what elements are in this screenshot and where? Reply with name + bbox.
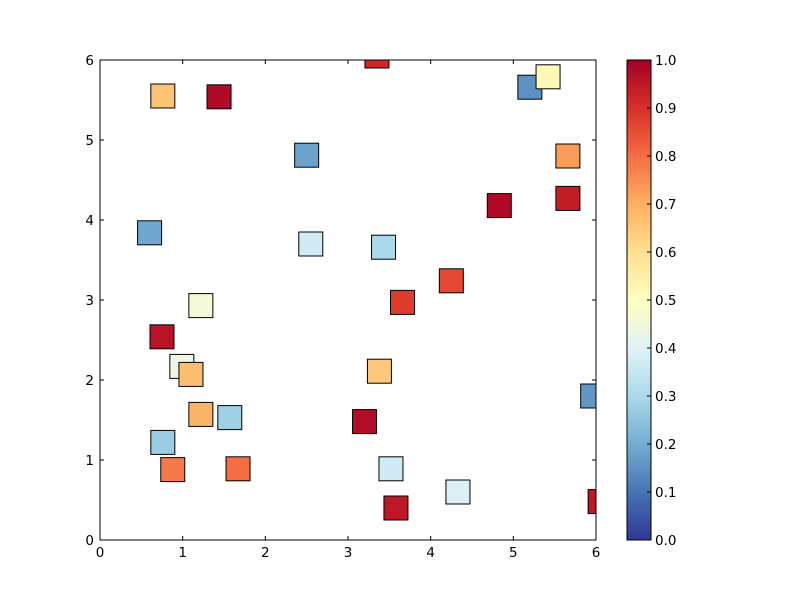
data-point-23 <box>150 429 176 455</box>
data-point-1 <box>150 83 176 109</box>
colorbar-tick-label: 0.5 <box>655 293 676 309</box>
data-point-20 <box>188 401 214 427</box>
data-point-24 <box>160 457 186 483</box>
colorbar-tick-label: 0.8 <box>655 149 676 165</box>
colorbar-tick-label: 0.0 <box>655 533 676 549</box>
colorbar-tick-label: 1.0 <box>655 53 676 69</box>
y-tick-label: 4 <box>85 213 94 229</box>
data-point-22 <box>352 409 378 435</box>
y-axis: 0 1 2 3 4 5 6 <box>85 53 596 549</box>
data-point-5 <box>294 142 320 168</box>
colorbar-tick-label: 0.7 <box>655 197 676 213</box>
y-tick-label: 3 <box>85 293 94 309</box>
x-tick-label: 3 <box>344 545 353 561</box>
data-point-14 <box>390 289 416 315</box>
data-point-8 <box>555 185 581 211</box>
y-tick-label: 5 <box>85 133 94 149</box>
y-tick-label: 1 <box>85 453 94 469</box>
marker-layer <box>137 60 596 521</box>
x-tick-label: 1 <box>178 545 187 561</box>
data-point-26 <box>378 456 404 482</box>
x-axis: 0 1 2 3 4 5 6 <box>96 60 601 561</box>
data-point-27 <box>445 479 471 505</box>
data-point-15 <box>149 324 175 350</box>
data-point-19 <box>580 383 596 409</box>
data-point-28 <box>383 495 409 521</box>
colorbar-tick-label: 0.3 <box>655 389 676 405</box>
colorbar-tick-label: 0.1 <box>655 485 676 501</box>
data-point-21 <box>217 405 243 431</box>
data-point-29 <box>587 489 596 515</box>
x-tick-label: 0 <box>96 545 105 561</box>
data-point-0 <box>364 60 390 69</box>
data-point-10 <box>298 231 324 257</box>
data-point-17 <box>178 361 204 387</box>
x-tick-label: 4 <box>426 545 435 561</box>
colorbar-tick-label: 0.6 <box>655 245 676 261</box>
colorbar-tick-label: 0.9 <box>655 101 676 117</box>
data-point-18 <box>366 358 392 384</box>
y-tick-label: 2 <box>85 373 94 389</box>
data-point-12 <box>438 268 464 294</box>
data-point-4 <box>535 64 561 90</box>
x-tick-label: 5 <box>509 545 518 561</box>
x-tick-label: 6 <box>592 545 601 561</box>
colorbar: 0.0 0.1 0.2 0.3 0.4 0.5 0.6 0.7 0.8 0.9 1.0 <box>626 53 676 549</box>
data-point-2 <box>206 84 232 110</box>
data-point-13 <box>188 293 214 319</box>
data-point-6 <box>555 143 581 169</box>
data-point-11 <box>371 234 397 260</box>
x-tick-label: 2 <box>261 545 270 561</box>
colorbar-ticks: 0.0 0.1 0.2 0.3 0.4 0.5 0.6 0.7 0.8 0.9 1.0 <box>647 53 676 549</box>
data-point-25 <box>225 456 251 482</box>
colorbar-tick-label: 0.4 <box>655 341 676 357</box>
y-tick-label: 0 <box>85 533 94 549</box>
y-tick-label: 6 <box>85 53 94 69</box>
data-point-9 <box>137 220 163 246</box>
data-point-7 <box>486 193 512 219</box>
colorbar-tick-label: 0.2 <box>655 437 676 453</box>
